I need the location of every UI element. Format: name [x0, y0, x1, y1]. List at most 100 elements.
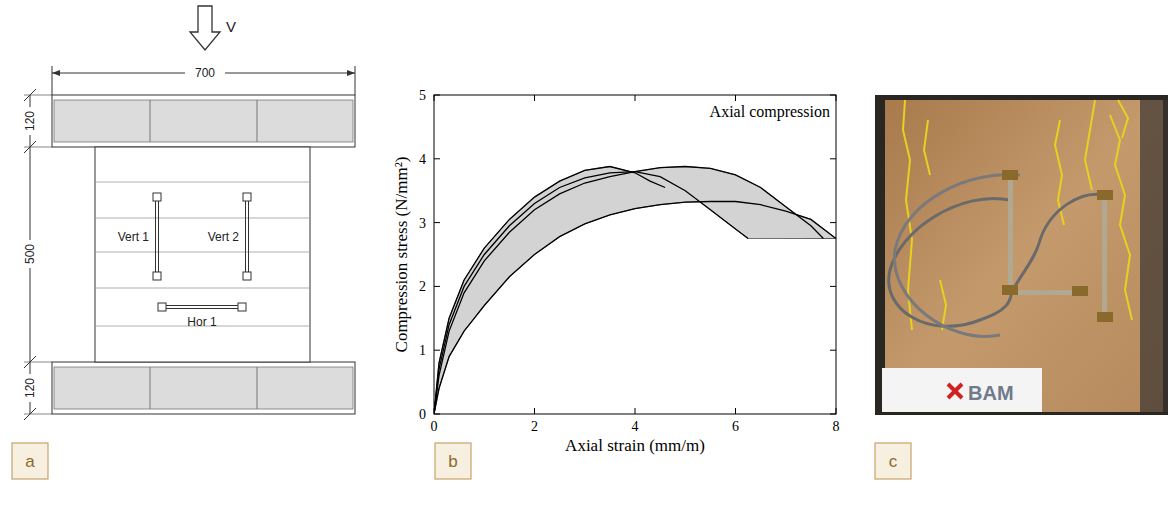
plot-area: [434, 167, 836, 415]
dim-width: 700: [195, 66, 215, 80]
panel-b: 02468012345Axial strain (mm/m)Compressio…: [392, 88, 840, 455]
x-axis-title: Axial strain (mm/m): [565, 436, 705, 455]
gauge-end: [153, 272, 161, 280]
x-tick: [434, 95, 435, 101]
plate-web: [54, 100, 353, 142]
y-tick-label: 5: [419, 88, 426, 103]
gauge: [165, 308, 239, 309]
gauge: [155, 198, 156, 274]
x-tick-label: 8: [833, 419, 840, 434]
cable: [889, 198, 1012, 326]
x-tick: [735, 408, 736, 414]
dim-ext: [24, 147, 52, 148]
curve: [434, 167, 823, 415]
logo-plate: [882, 368, 1042, 412]
panel-label: b: [448, 452, 457, 471]
cable: [894, 174, 1020, 336]
x-tick: [836, 408, 837, 414]
dim-patch: [185, 64, 225, 80]
gauge: [165, 305, 239, 306]
layer-line: [95, 218, 310, 219]
y-tick: [830, 350, 836, 351]
y-tick: [830, 286, 836, 287]
plate: [52, 95, 355, 147]
frame: [434, 95, 836, 414]
y-tick: [830, 222, 836, 223]
plate-rib: [257, 100, 258, 142]
crack: [1085, 100, 1095, 190]
panel-label-box: [875, 443, 911, 479]
x-tick-label: 0: [431, 419, 438, 434]
photo-gauge: [1008, 175, 1013, 285]
crack: [924, 120, 930, 175]
panel-label: c: [889, 452, 898, 471]
gauge-holder: [1072, 286, 1088, 296]
curve: [434, 167, 665, 415]
photo-wall: [885, 100, 1163, 412]
dim-ext: [24, 95, 52, 96]
plate: [52, 362, 355, 414]
x-tick: [836, 95, 837, 101]
photo-gauge: [1010, 290, 1080, 295]
y-tick: [830, 158, 836, 159]
y-tick-label: 4: [419, 152, 426, 167]
y-tick-label: 0: [419, 407, 426, 422]
y-tick: [830, 95, 836, 96]
y-tick: [434, 95, 440, 96]
layer-line: [95, 252, 310, 253]
gauge-holder: [1002, 170, 1018, 180]
x-tick: [434, 408, 435, 414]
layer-line: [95, 182, 310, 183]
gauge-end: [243, 193, 251, 201]
y-tick: [830, 414, 836, 415]
dim-height: 500: [23, 244, 37, 264]
dim-ext: [355, 66, 356, 95]
y-tick-label: 2: [419, 279, 426, 294]
panel-label-box: [435, 443, 471, 479]
dim-height: 120: [23, 378, 37, 398]
panel-label-box: [12, 443, 48, 479]
y-tick: [434, 414, 440, 415]
photo-gauge: [1102, 195, 1107, 315]
x-tick: [635, 95, 636, 101]
dim-ext: [24, 414, 52, 415]
crack: [1110, 115, 1132, 320]
y-tick: [434, 158, 440, 159]
gauge-label: Vert 2: [208, 230, 240, 244]
x-tick-label: 4: [632, 419, 639, 434]
panel-a: V700120500120Vert 1Vert 2Hor 1: [23, 6, 355, 420]
x-tick: [534, 408, 535, 414]
annotation: Axial compression: [710, 103, 830, 121]
dim-ext: [52, 66, 53, 95]
y-tick: [434, 222, 440, 223]
layer-line: [95, 288, 310, 289]
crack: [1118, 100, 1128, 138]
gauge: [158, 198, 159, 274]
load-label: V: [226, 18, 236, 35]
gauge-end: [158, 303, 166, 311]
cable: [1012, 194, 1105, 292]
gauge-label: Vert 1: [118, 230, 150, 244]
plate-rib: [150, 367, 151, 409]
gauge-end: [153, 193, 161, 201]
gauge-holder: [1097, 190, 1113, 200]
plate-rib: [150, 100, 151, 142]
load-arrow: [190, 6, 220, 50]
gauge: [248, 198, 249, 274]
gauge-holder: [1097, 312, 1113, 322]
plate-rib: [257, 367, 258, 409]
y-tick: [434, 286, 440, 287]
logo-mark: [948, 384, 962, 398]
crack: [940, 280, 946, 330]
figure: V700120500120Vert 1Vert 2Hor 10246801234…: [0, 0, 1171, 512]
gauge-end: [243, 272, 251, 280]
y-tick-label: 1: [419, 343, 426, 358]
dim-patch: [23, 107, 37, 135]
curve: [434, 172, 748, 414]
band: [434, 167, 836, 415]
y-tick-label: 3: [419, 216, 426, 231]
y-tick: [434, 350, 440, 351]
x-tick: [534, 95, 535, 101]
dim-ext: [24, 362, 52, 363]
photo-bg: [875, 95, 1168, 415]
